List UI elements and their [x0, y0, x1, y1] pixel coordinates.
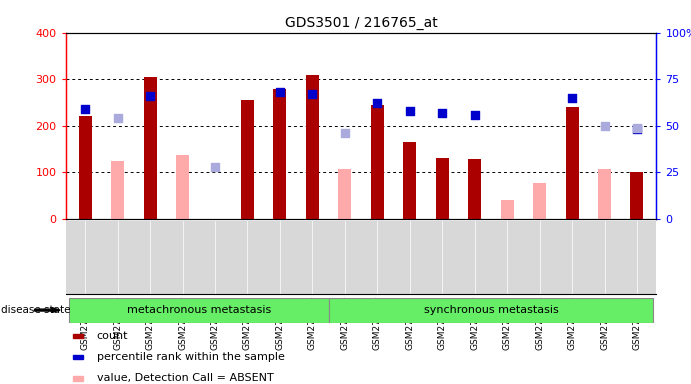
Title: GDS3501 / 216765_at: GDS3501 / 216765_at — [285, 16, 437, 30]
Text: synchronous metastasis: synchronous metastasis — [424, 305, 558, 315]
Bar — [79, 116, 92, 219]
Text: metachronous metastasis: metachronous metastasis — [126, 305, 271, 315]
Text: value, Detection Call = ABSENT: value, Detection Call = ABSENT — [97, 373, 274, 383]
Bar — [69, 298, 329, 323]
Point — [437, 110, 448, 116]
Bar — [329, 298, 653, 323]
Point — [404, 108, 415, 114]
Bar — [371, 105, 384, 219]
Point — [567, 95, 578, 101]
Bar — [176, 155, 189, 219]
Bar — [339, 169, 351, 219]
Point — [144, 93, 155, 99]
Text: count: count — [97, 331, 129, 341]
Point — [339, 130, 350, 136]
Bar — [468, 159, 481, 219]
Point — [209, 164, 220, 170]
Point — [599, 123, 610, 129]
Bar — [501, 200, 513, 219]
Bar — [306, 76, 319, 219]
Bar — [241, 100, 254, 219]
Point — [274, 89, 285, 95]
Bar — [598, 169, 611, 219]
Point — [469, 111, 480, 118]
Text: disease state: disease state — [1, 305, 70, 315]
Point — [307, 91, 318, 97]
Point — [112, 115, 123, 121]
Bar — [533, 182, 546, 219]
Point — [632, 124, 643, 131]
Bar — [404, 142, 416, 219]
Bar — [630, 172, 643, 219]
Bar — [436, 158, 448, 219]
Bar — [144, 77, 157, 219]
Text: percentile rank within the sample: percentile rank within the sample — [97, 352, 285, 362]
Bar — [274, 89, 286, 219]
Point — [372, 100, 383, 106]
Bar — [111, 161, 124, 219]
Point — [632, 126, 643, 132]
Bar — [565, 107, 578, 219]
Point — [79, 106, 91, 112]
